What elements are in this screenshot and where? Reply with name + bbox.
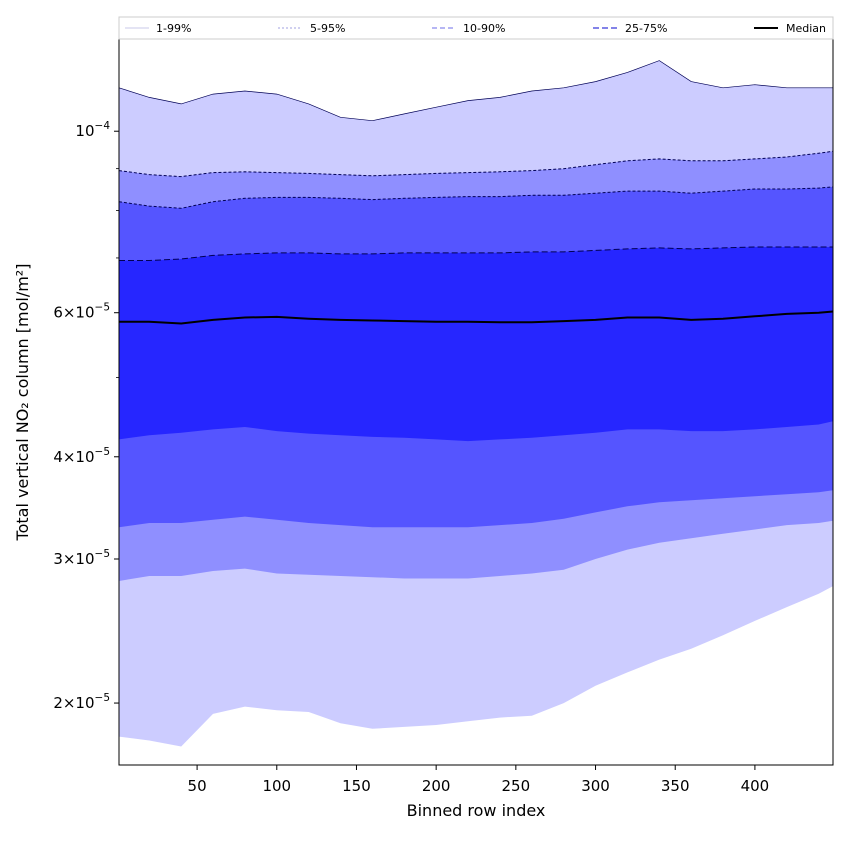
y-tick-label: 2×10−5 [53, 692, 110, 712]
x-tick-label: 250 [502, 777, 531, 795]
y-axis-label: Total vertical NO₂ column [mol/m²] [13, 264, 32, 542]
legend-label: Median [786, 22, 826, 35]
band-25-75-upper-edge [119, 246, 833, 261]
x-tick-label: 400 [741, 777, 770, 795]
x-tick-label: 300 [581, 777, 610, 795]
x-tick-label: 100 [262, 777, 291, 795]
x-axis: 50 100 150 200 250 300 350 400 [188, 765, 770, 795]
y-axis: 2×10−5 3×10−5 4×10−5 6×10−5 10−4 [53, 120, 119, 712]
median-line [119, 310, 834, 325]
band-10-90-upper-edge [118, 186, 834, 209]
legend-label: 1-99% [156, 22, 191, 35]
x-axis-label: Binned row index [407, 801, 546, 820]
band-1-99-upper-edge [118, 60, 833, 122]
x-tick-label: 200 [422, 777, 451, 795]
y-tick-label: 3×10−5 [53, 548, 110, 568]
y-tick-label: 4×10−5 [53, 446, 110, 466]
band-5-95-upper-edge [118, 150, 834, 178]
legend-label: 5-95% [310, 22, 345, 35]
x-tick-label: 50 [188, 777, 207, 795]
y-tick-label: 10−4 [75, 120, 110, 140]
band-edge-lines [118, 60, 834, 261]
legend-label: 25-75% [625, 22, 667, 35]
band-25-75 [119, 247, 833, 442]
x-tick-label: 150 [342, 777, 371, 795]
legend-label: 10-90% [463, 22, 505, 35]
x-tick-label: 350 [661, 777, 690, 795]
legend-box [118, 16, 834, 40]
median-line-group [119, 310, 834, 325]
percentile-bands [119, 60, 833, 747]
legend: 1-99% 5-95% 10-90% 25-75% Median [118, 16, 834, 40]
y-tick-label: 6×10−5 [53, 302, 110, 322]
